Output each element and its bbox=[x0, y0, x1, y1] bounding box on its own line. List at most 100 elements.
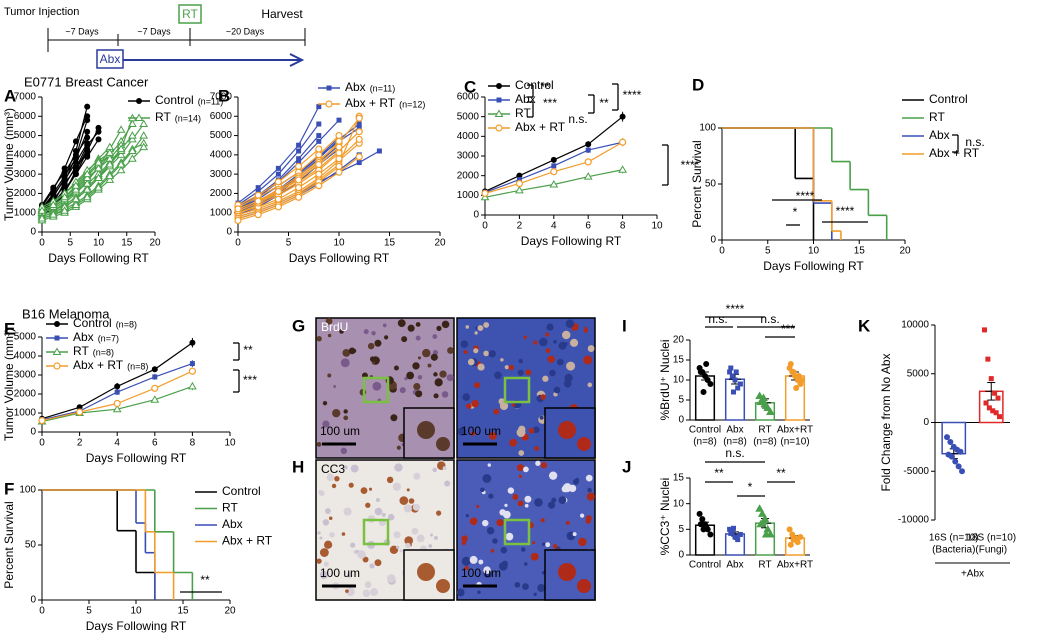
y-tick-label: 3000 bbox=[14, 169, 37, 180]
cell bbox=[473, 518, 478, 522]
legend-label: Abx bbox=[929, 128, 950, 142]
marker bbox=[136, 98, 142, 104]
marker bbox=[295, 176, 303, 184]
cell bbox=[363, 329, 369, 335]
marker bbox=[50, 192, 57, 199]
marker bbox=[947, 439, 954, 445]
chart-title: E0771 Breast Cancer bbox=[24, 74, 149, 89]
cell bbox=[523, 468, 528, 473]
cell bbox=[457, 427, 467, 436]
cell bbox=[587, 487, 592, 493]
marker bbox=[737, 381, 743, 387]
marker bbox=[790, 369, 797, 375]
cell bbox=[407, 324, 415, 332]
marker bbox=[274, 178, 282, 186]
cell bbox=[551, 497, 557, 503]
cell bbox=[461, 556, 471, 566]
cell bbox=[464, 565, 469, 571]
cell bbox=[397, 319, 406, 328]
marker bbox=[139, 142, 149, 151]
cell bbox=[417, 356, 422, 360]
cell bbox=[566, 361, 576, 371]
significance: **** bbox=[836, 204, 855, 218]
marker bbox=[94, 158, 103, 166]
cell bbox=[507, 487, 515, 494]
marker bbox=[275, 171, 281, 177]
cell bbox=[474, 331, 478, 335]
y-tick-label: 100 bbox=[699, 123, 716, 134]
cell bbox=[348, 482, 354, 488]
marker bbox=[550, 156, 557, 163]
cell bbox=[467, 358, 475, 366]
cell bbox=[534, 446, 540, 451]
cell bbox=[403, 504, 412, 513]
marker bbox=[585, 141, 592, 148]
cell bbox=[487, 463, 491, 467]
significance: **** bbox=[623, 88, 642, 102]
y-tick-label: -10000 bbox=[898, 515, 930, 526]
cell bbox=[394, 463, 403, 472]
significance: *** bbox=[543, 96, 557, 110]
legend-label: Abx + RT bbox=[929, 146, 980, 160]
cell bbox=[477, 363, 485, 371]
cell bbox=[365, 502, 371, 508]
series-line bbox=[237, 146, 340, 210]
y-tick-label: 2000 bbox=[457, 170, 480, 181]
cell bbox=[432, 334, 438, 339]
marker bbox=[54, 335, 60, 341]
cell bbox=[477, 590, 481, 594]
y-tick-label: 0 bbox=[678, 415, 684, 426]
cell bbox=[374, 507, 383, 516]
marker bbox=[583, 172, 593, 180]
marker bbox=[84, 146, 91, 153]
marker bbox=[948, 453, 955, 460]
scale-label: 100 um bbox=[461, 424, 501, 438]
cell bbox=[585, 518, 591, 524]
y-tick-label: 3000 bbox=[14, 370, 37, 381]
cell bbox=[499, 401, 509, 411]
y-tick-label: 1000 bbox=[457, 190, 480, 201]
cell bbox=[340, 358, 350, 368]
cell bbox=[322, 519, 330, 526]
cell bbox=[362, 589, 371, 598]
cell bbox=[541, 542, 546, 546]
legend-n: (n=8) bbox=[127, 361, 148, 371]
marker bbox=[112, 404, 122, 413]
cell bbox=[393, 531, 401, 539]
timeline-label: Tumor Injection bbox=[4, 6, 79, 18]
cell bbox=[323, 561, 329, 567]
cell bbox=[374, 559, 382, 567]
significance: ** bbox=[540, 80, 550, 94]
cell bbox=[433, 535, 438, 540]
y-tick-label: 7000 bbox=[14, 92, 37, 103]
marker bbox=[496, 97, 502, 103]
marker bbox=[84, 140, 91, 147]
cell bbox=[587, 382, 593, 388]
cell bbox=[343, 507, 352, 516]
y-tick-label: 5 bbox=[678, 524, 684, 535]
cell bbox=[412, 503, 420, 511]
x-tick-label: 8 bbox=[620, 221, 626, 232]
cell bbox=[327, 373, 332, 378]
cell bbox=[492, 538, 498, 544]
x-tick-label: 15 bbox=[177, 606, 189, 617]
marker bbox=[335, 162, 343, 171]
cell bbox=[433, 393, 439, 399]
cell bbox=[473, 382, 481, 389]
marker bbox=[114, 389, 120, 395]
y-tick-label: 4000 bbox=[210, 149, 233, 160]
cell bbox=[480, 487, 485, 493]
marker bbox=[75, 408, 84, 416]
series-line bbox=[237, 140, 340, 212]
x-axis-label: Days Following RT bbox=[86, 619, 187, 633]
cell bbox=[428, 544, 433, 548]
x-tick-note: (n=8) bbox=[693, 437, 717, 448]
x-tick-label: 20 bbox=[149, 238, 161, 249]
marker bbox=[515, 179, 524, 188]
cell bbox=[499, 509, 506, 516]
y-tick-label: 5000 bbox=[210, 130, 233, 141]
x-tick-label: 10 bbox=[808, 246, 820, 257]
legend-label: RT bbox=[155, 110, 171, 124]
marker bbox=[295, 184, 303, 192]
cell bbox=[570, 338, 579, 347]
